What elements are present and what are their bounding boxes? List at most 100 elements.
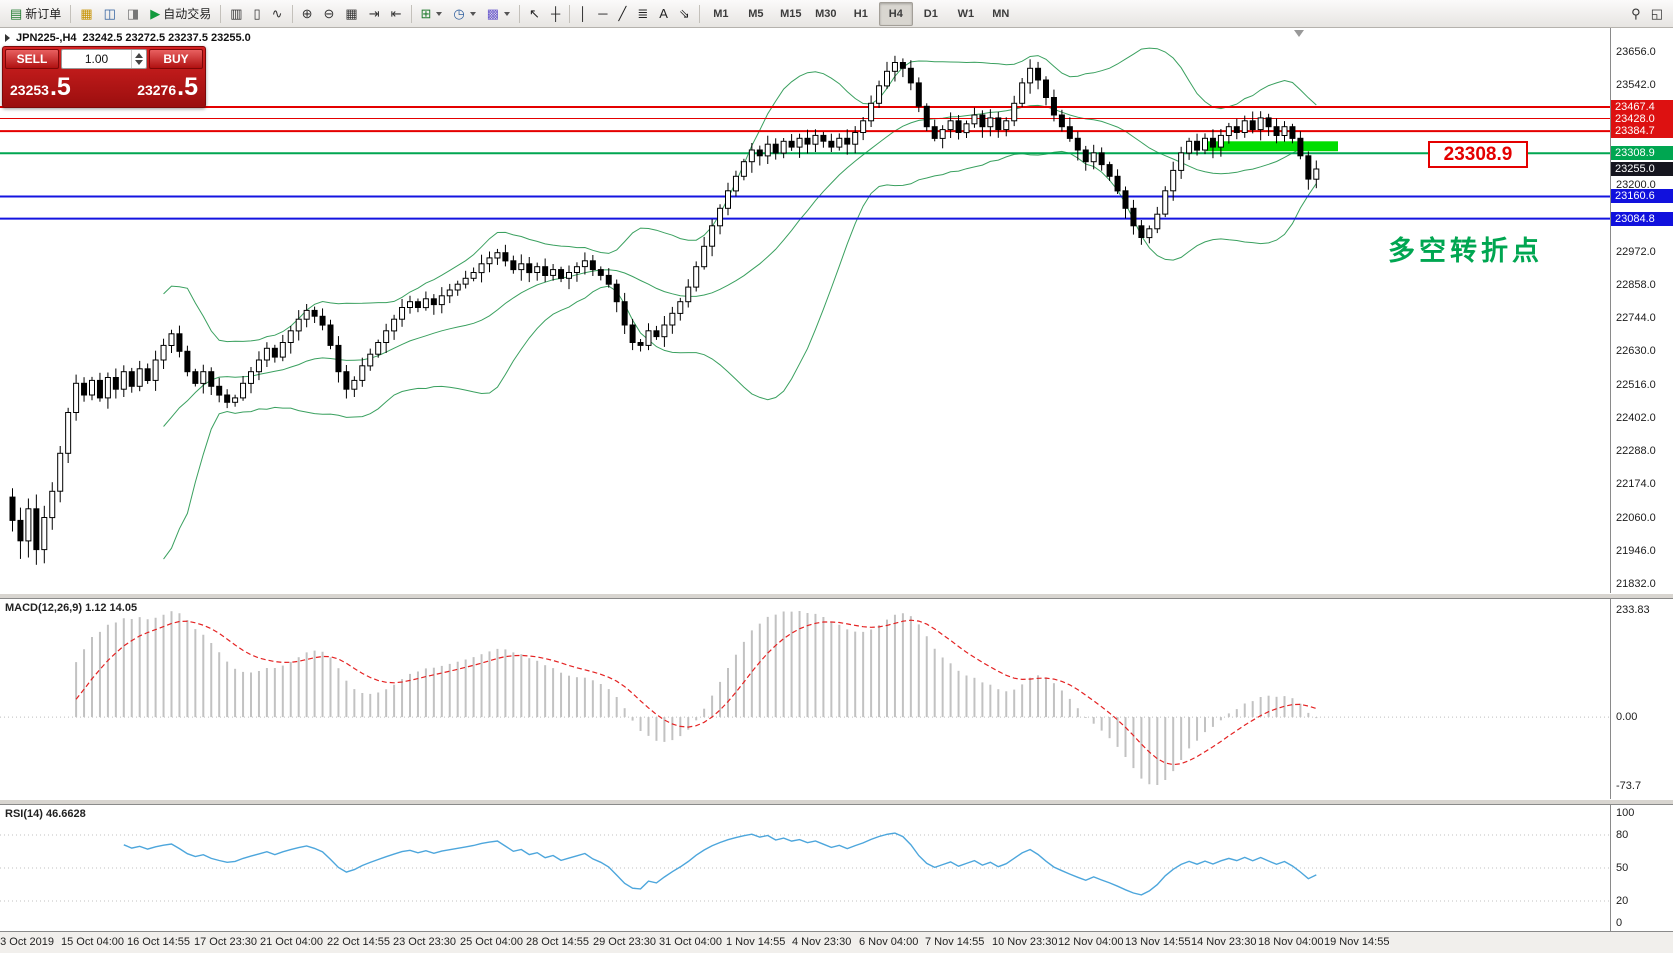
text-icon: A (659, 6, 668, 21)
price-tick: 22288.0 (1616, 445, 1656, 457)
cursor-icon: ↖ (529, 6, 540, 21)
price-level-label: 23084.8 (1611, 212, 1673, 226)
sell-button[interactable]: SELL (5, 49, 59, 69)
one-click-collapse-icon[interactable] (5, 34, 10, 42)
volume-value[interactable]: 1.00 (84, 52, 109, 66)
time-axis-label: 29 Oct 23:30 (593, 936, 656, 948)
timeframe-h1[interactable]: H1 (853, 7, 868, 20)
toolbar-separator (698, 4, 700, 23)
timeframe-h4[interactable]: H4 (878, 1, 913, 26)
time-axis-label: 28 Oct 14:55 (526, 936, 589, 948)
price-level-label: 23428.0 (1611, 112, 1673, 126)
price-tick: 22744.0 (1616, 312, 1656, 324)
new-window-button[interactable]: ◱ (1646, 2, 1668, 26)
price-tick: 22972.0 (1616, 246, 1656, 258)
buy-price-main: 23276 (137, 82, 177, 98)
buy-button[interactable]: BUY (149, 49, 203, 69)
price-tick: 22060.0 (1616, 512, 1656, 524)
main-chart-panel: JPN225-,H4 23242.5 23272.5 23237.5 23255… (0, 28, 1673, 593)
timeframe-m5[interactable]: M5 (748, 7, 764, 20)
rsi-chart[interactable] (0, 805, 1610, 931)
auto-scroll-icon: ⇥ (368, 6, 380, 21)
tile-windows-button[interactable]: ▦ (340, 2, 362, 26)
navigator-button[interactable]: ◨ (122, 2, 144, 26)
dropdown-caret-icon (504, 11, 511, 16)
price-alert-box[interactable]: 23308.9 (1428, 141, 1528, 168)
templates-icon: ▩ (486, 6, 500, 21)
zoom-in-button[interactable]: ⊕ (297, 2, 318, 26)
price-scale[interactable]: 23656.023542.023428.023314.023200.023086… (1610, 28, 1673, 593)
new-order-button[interactable]: ▤ 新订单 (5, 2, 66, 26)
timeframe-m15[interactable]: M15 (780, 7, 802, 20)
trendline-button[interactable]: ╱ (614, 2, 632, 26)
panel-splitter[interactable] (0, 593, 1673, 599)
volume-input[interactable]: 1.00 (61, 49, 147, 69)
chart-shift-marker-icon[interactable] (1294, 30, 1304, 37)
indicators-icon: ⊞ (420, 6, 432, 21)
vertical-line-button[interactable]: │ (574, 2, 592, 26)
price-tick: 22174.0 (1616, 478, 1656, 490)
templates-button[interactable]: ▩ (482, 2, 515, 26)
zoom-out-button[interactable]: ⊖ (318, 2, 339, 26)
price-tick: 22630.0 (1616, 345, 1656, 357)
panel-splitter[interactable] (0, 799, 1673, 805)
rsi-scale[interactable]: 100 80 50 20 0 (1610, 805, 1673, 931)
window-icon: ◱ (1650, 6, 1663, 21)
crosshair-button[interactable]: ┼ (546, 2, 565, 26)
macd-scale-value: -73.7 (1616, 780, 1642, 792)
macd-panel: MACD(12,26,9) 1.12 14.05 233.83 0.00 -73.7 (0, 599, 1673, 799)
market-watch-button[interactable]: ▦ (75, 2, 97, 26)
price-level-label: 23255.0 (1611, 162, 1673, 176)
arrows-button[interactable]: ⇘ (674, 2, 695, 26)
time-axis-label: 13 Oct 2019 (0, 936, 54, 948)
chart-title: JPN225-,H4 (16, 32, 77, 44)
horizontal-line-icon: ─ (598, 6, 608, 21)
macd-scale[interactable]: 233.83 0.00 -73.7 (1610, 599, 1673, 799)
time-axis-label: 25 Oct 04:00 (460, 936, 523, 948)
autotrading-button[interactable]: ▶ 自动交易 (145, 2, 216, 26)
timeframe-m1[interactable]: M1 (713, 7, 729, 20)
time-axis-label: 6 Nov 04:00 (859, 936, 919, 948)
data-window-button[interactable]: ◫ (99, 2, 121, 26)
one-click-trading-panel: SELL 1.00 BUY 23253 .5 23276 .5 (2, 46, 206, 108)
candlestick-chart[interactable] (0, 28, 1610, 593)
toolbar-right: ⚲ ◱ (1626, 2, 1668, 26)
zoom-out-icon: ⊖ (323, 6, 335, 21)
fibonacci-button[interactable]: ≣ (632, 2, 653, 26)
chart-shift-icon: ⇤ (390, 6, 402, 21)
volume-down-icon[interactable] (135, 60, 143, 65)
timeframe-m30[interactable]: M30 (815, 7, 837, 20)
volume-up-icon[interactable] (135, 53, 143, 58)
timeframe-mn[interactable]: MN (992, 7, 1010, 20)
text-button[interactable]: A (654, 2, 673, 26)
chart-ohlc: 23242.5 23272.5 23237.5 23255.0 (82, 32, 251, 44)
cursor-button[interactable]: ↖ (524, 2, 545, 26)
chart-shift-button[interactable]: ⇤ (386, 2, 407, 26)
candlestick-icon: ▯ (253, 6, 261, 21)
horizontal-line-button[interactable]: ─ (593, 2, 612, 26)
line-chart-icon: ∿ (271, 6, 283, 21)
sell-price[interactable]: 23253 .5 (10, 73, 71, 102)
line-chart-button[interactable]: ∿ (267, 2, 288, 26)
time-axis-label: 10 Nov 23:30 (992, 936, 1058, 948)
indicators-button[interactable]: ⊞ (416, 2, 448, 26)
search-button[interactable]: ⚲ (1626, 2, 1646, 26)
bar-chart-button[interactable]: ▥ (225, 2, 247, 26)
price-level-label: 23308.9 (1611, 146, 1673, 160)
time-axis-label: 16 Oct 14:55 (127, 936, 190, 948)
candlestick-button[interactable]: ▯ (249, 2, 266, 26)
timeframe-d1[interactable]: D1 (923, 7, 938, 20)
new-order-icon: ▤ (10, 6, 23, 21)
toolbar-separator (70, 4, 72, 23)
macd-chart[interactable] (0, 599, 1610, 799)
time-axis-label: 23 Oct 23:30 (393, 936, 456, 948)
timeframe-w1[interactable]: W1 (957, 7, 975, 20)
buy-price[interactable]: 23276 .5 (137, 73, 198, 102)
crosshair-icon: ┼ (550, 6, 561, 21)
price-tick: 22402.0 (1616, 412, 1656, 424)
periods-button[interactable]: ◷ (448, 2, 480, 26)
time-axis-label: 21 Oct 04:00 (260, 936, 323, 948)
macd-label: MACD(12,26,9) 1.12 14.05 (5, 602, 138, 614)
auto-scroll-button[interactable]: ⇥ (364, 2, 385, 26)
